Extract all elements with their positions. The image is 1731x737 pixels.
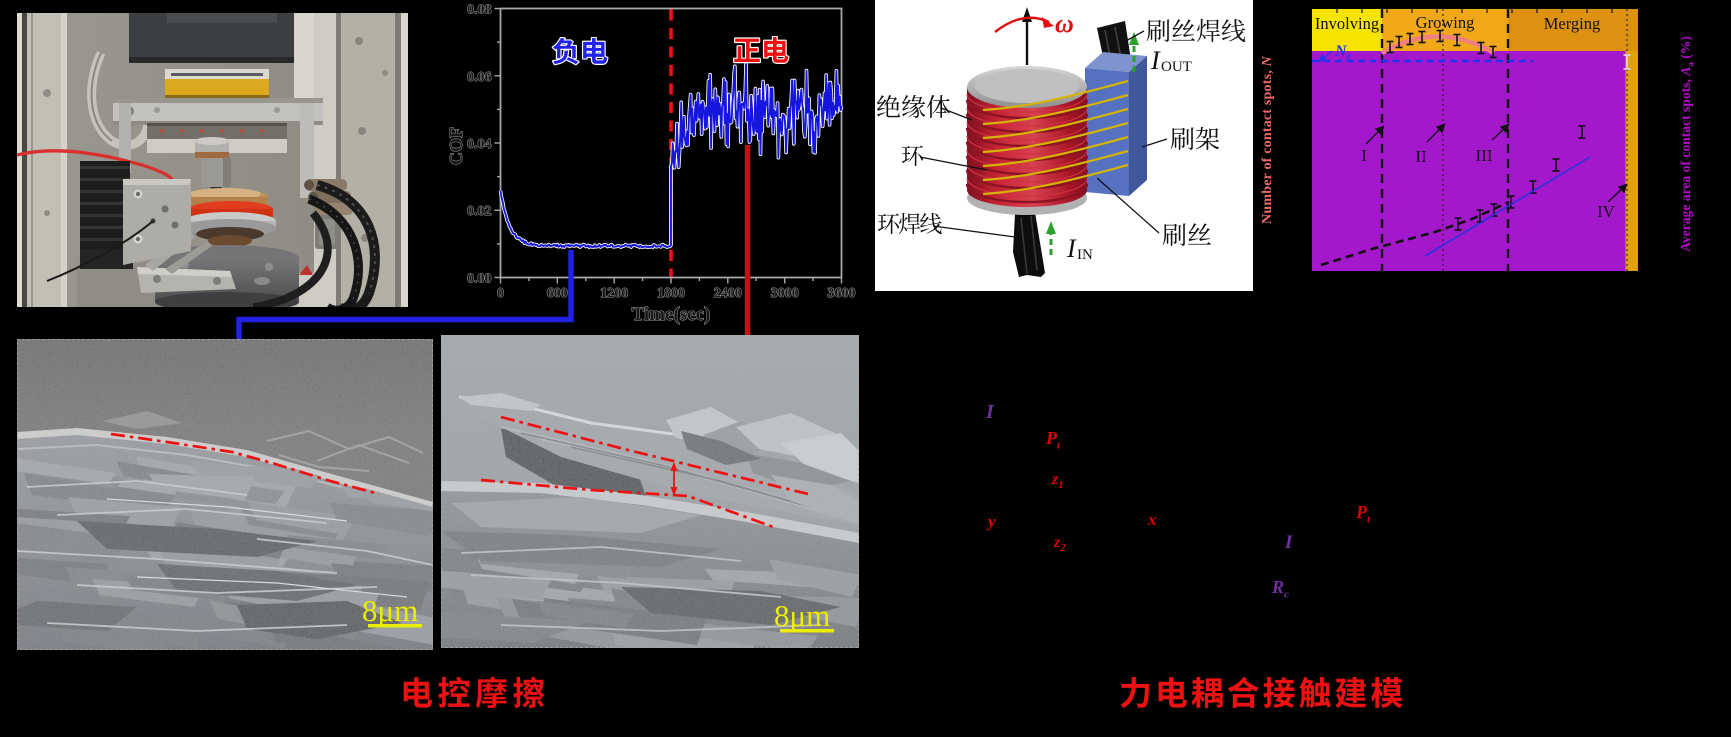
svg-text:0.08: 0.08	[467, 3, 492, 18]
svg-text:II: II	[1415, 147, 1427, 166]
svg-text:0.04: 0.04	[467, 137, 492, 152]
svg-text:0: 0	[497, 286, 504, 301]
svg-text:8μm: 8μm	[774, 598, 830, 633]
svg-text:0.06: 0.06	[467, 70, 492, 85]
svg-text:III: III	[1476, 146, 1493, 165]
svg-text:ω: ω	[1055, 9, 1074, 38]
svg-text:IV: IV	[1597, 202, 1616, 221]
svg-text:Merging: Merging	[1544, 14, 1601, 33]
svg-text:3600: 3600	[828, 286, 856, 301]
svg-text:8μm: 8μm	[362, 593, 418, 628]
svg-text:Time(sec): Time(sec)	[632, 304, 711, 325]
svg-text:1200: 1200	[600, 286, 628, 301]
svg-text:Growing: Growing	[1416, 13, 1475, 32]
svg-text:600: 600	[547, 286, 568, 301]
svg-text:0.02: 0.02	[467, 204, 492, 219]
svg-text:I: I	[1066, 234, 1077, 263]
svg-text:COF: COF	[446, 127, 466, 165]
svg-text:I: I	[1361, 146, 1367, 165]
svg-text:0.00: 0.00	[467, 272, 492, 287]
svg-text:3000: 3000	[771, 286, 799, 301]
svg-text:IN: IN	[1077, 247, 1093, 263]
svg-text:1800: 1800	[657, 286, 685, 301]
svg-text:2400: 2400	[714, 286, 742, 301]
svg-text:I: I	[1150, 46, 1161, 75]
svg-text:OUT: OUT	[1161, 59, 1192, 75]
svg-text:Involving: Involving	[1315, 14, 1379, 33]
